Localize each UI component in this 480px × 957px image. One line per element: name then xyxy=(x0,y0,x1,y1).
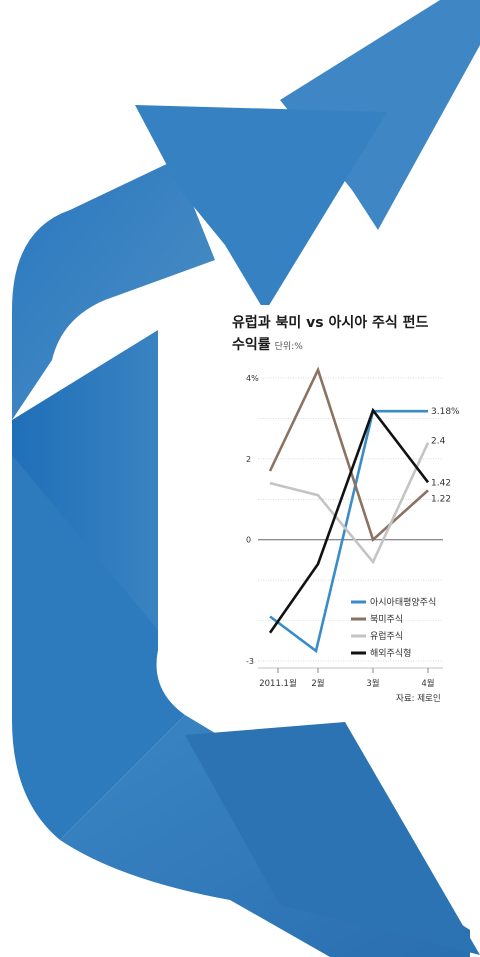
y-tick-label: 4% xyxy=(246,374,259,383)
x-tick-label: 2011.1월 xyxy=(259,678,297,689)
data-label: 1.22 xyxy=(431,494,451,504)
top-arrow-body xyxy=(12,160,215,420)
legend-label: 해외주식형 xyxy=(370,647,411,659)
series-line-북미주식 xyxy=(268,366,429,543)
x-tick-label: 2월 xyxy=(311,678,324,689)
chart-title-line2-text: 수익률 xyxy=(232,337,271,353)
bottom-arrow-head xyxy=(185,722,480,955)
legend-label: 북미주식 xyxy=(370,614,403,625)
chart-title-line1: 유럽과 북미 vs 아시아 주식 펀드 xyxy=(232,315,429,331)
chart-panel-content: 유럽과 북미 vs 아시아 주식 펀드 수익률 단위:% xyxy=(232,312,447,712)
legend-label: 아시아태평양주식 xyxy=(370,597,436,608)
unit-label: 단위:% xyxy=(274,342,303,352)
chart-panel xyxy=(226,305,452,720)
top-arrow-head xyxy=(135,105,387,312)
series-line-해외주식형 xyxy=(268,407,430,634)
source-label: 자료: 제로인 xyxy=(396,693,441,704)
y-tick-label: 0 xyxy=(246,536,251,545)
x-tick-label: 3월 xyxy=(366,678,379,689)
data-label: 3.18% xyxy=(431,407,460,417)
data-label: 1.42 xyxy=(431,478,451,488)
series-line-아시아태평양주식 xyxy=(269,409,428,654)
chart-title: 유럽과 북미 vs 아시아 주식 펀드 수익률 단위:% xyxy=(232,312,447,358)
y-tick-label: 2 xyxy=(246,455,251,464)
left-band-lower xyxy=(12,455,185,840)
y-tick-label: -3 xyxy=(246,657,254,666)
series-line-유럽주식 xyxy=(269,442,430,565)
x-tick-label: 4월 xyxy=(421,678,434,689)
legend-label: 유럽주식 xyxy=(370,631,403,642)
chart-title-line2: 수익률 단위:% xyxy=(232,334,447,358)
data-label: 2.4 xyxy=(431,437,446,447)
